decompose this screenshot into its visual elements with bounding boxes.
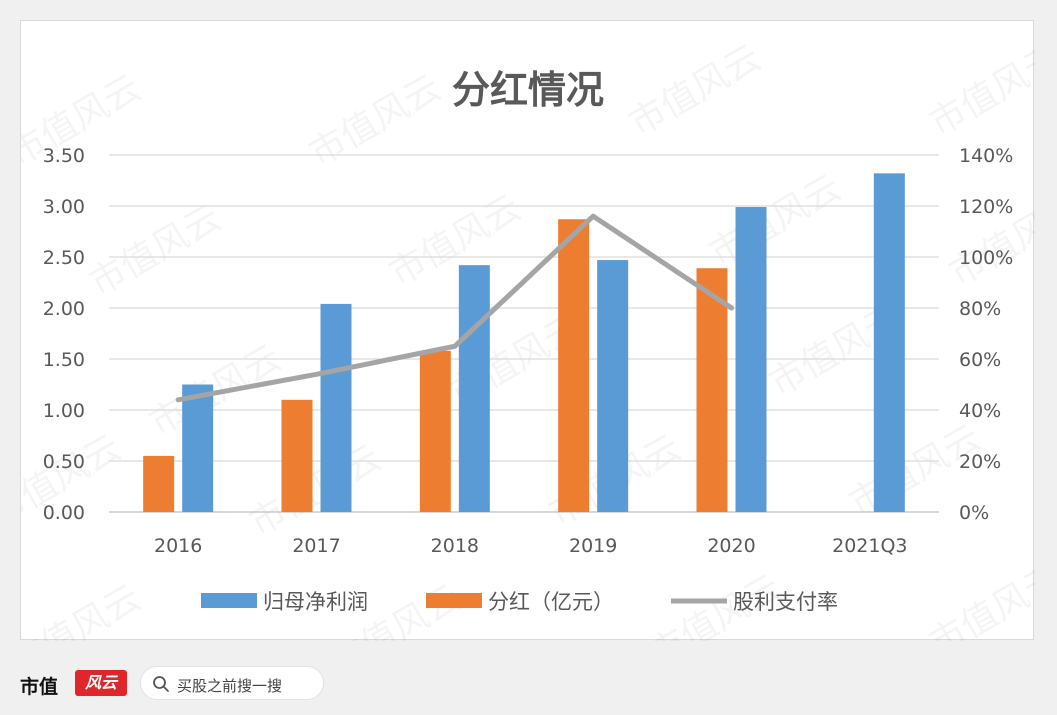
watermark: 市值风云 [383, 187, 528, 295]
bar-net-profit [873, 173, 905, 513]
bar-net-profit [458, 265, 490, 512]
y-right-tick-label: 80% [959, 298, 1001, 320]
bar-dividend [281, 399, 313, 512]
axis-layer: 0.00 0.50 1.00 1.50 2.00 2.50 3.00 3.50 0% 20% 40%… [43, 145, 1014, 557]
watermark: 市值风云 [623, 37, 768, 145]
watermark: 市值风云 [83, 197, 228, 305]
legend-swatch [201, 593, 257, 608]
watermark: 市值风云 [703, 167, 848, 275]
x-tick-label: 2021Q3 [832, 535, 907, 557]
search-text: 买股之前搜一搜 [177, 677, 283, 695]
bar-net-profit [320, 303, 352, 512]
legend-label: 分红（亿元） [488, 590, 614, 614]
legend-swatch [426, 593, 482, 608]
y-right-tick-label: 20% [959, 451, 1001, 473]
bar-dividend [558, 219, 590, 512]
bar-net-profit [735, 207, 767, 512]
grid-layer [109, 154, 939, 513]
watermark: 市值风云 [243, 437, 388, 545]
x-tick-label: 2016 [154, 535, 202, 557]
chart-title: 分红情况 [452, 68, 604, 112]
bar-net-profit [182, 384, 214, 512]
y-left-tick-label: 0.50 [43, 451, 85, 473]
y-left-tick-label: 3.50 [43, 145, 85, 167]
footer: 市值 风云 买股之前搜一搜 [0, 650, 1057, 715]
bar-dividend [143, 455, 175, 512]
legend-layer: 归母净利润 分红（亿元） 股利支付率 [201, 590, 838, 614]
watermark: 市值风云 [21, 577, 148, 641]
legend-label: 归母净利润 [263, 590, 368, 614]
y-right-tick-label: 140% [959, 145, 1013, 167]
y-right-tick-label: 100% [959, 247, 1013, 269]
x-tick-label: 2018 [431, 535, 479, 557]
y-right-tick-label: 60% [959, 349, 1001, 371]
y-left-tick-label: 1.00 [43, 400, 85, 422]
legend-label: 股利支付率 [733, 590, 838, 614]
watermark: 市值风云 [303, 67, 448, 175]
x-tick-label: 2019 [569, 535, 617, 557]
watermark: 市值风云 [923, 37, 1035, 145]
y-left-tick-label: 1.50 [43, 349, 85, 371]
y-right-tick-label: 40% [959, 400, 1001, 422]
search-box[interactable]: 买股之前搜一搜 [140, 666, 324, 700]
y-left-tick-label: 0.00 [43, 502, 85, 524]
x-tick-label: 2020 [707, 535, 755, 557]
chart-card: 市值风云 市值风云 市值风云 市值风云 市值风云 市值风云 市值风云 市值风云 市值风云 市值风云… [20, 20, 1035, 641]
watermark: 市值风云 [923, 557, 1035, 641]
y-left-tick-label: 2.00 [43, 298, 85, 320]
y-left-tick-label: 3.00 [43, 196, 85, 218]
y-left-tick-label: 2.50 [43, 247, 85, 269]
x-tick-label: 2017 [292, 535, 340, 557]
bar-dividend [419, 350, 451, 512]
bar-dividend [696, 268, 728, 512]
y-right-tick-label: 0% [959, 502, 989, 524]
line-layer [175, 213, 734, 403]
bar-layer [143, 173, 905, 513]
y-right-tick-label: 120% [959, 196, 1013, 218]
brand-logo: 风云 [75, 670, 127, 696]
brand-name: 市值 [20, 676, 59, 698]
search-icon [153, 676, 169, 692]
bar-net-profit [597, 260, 629, 512]
